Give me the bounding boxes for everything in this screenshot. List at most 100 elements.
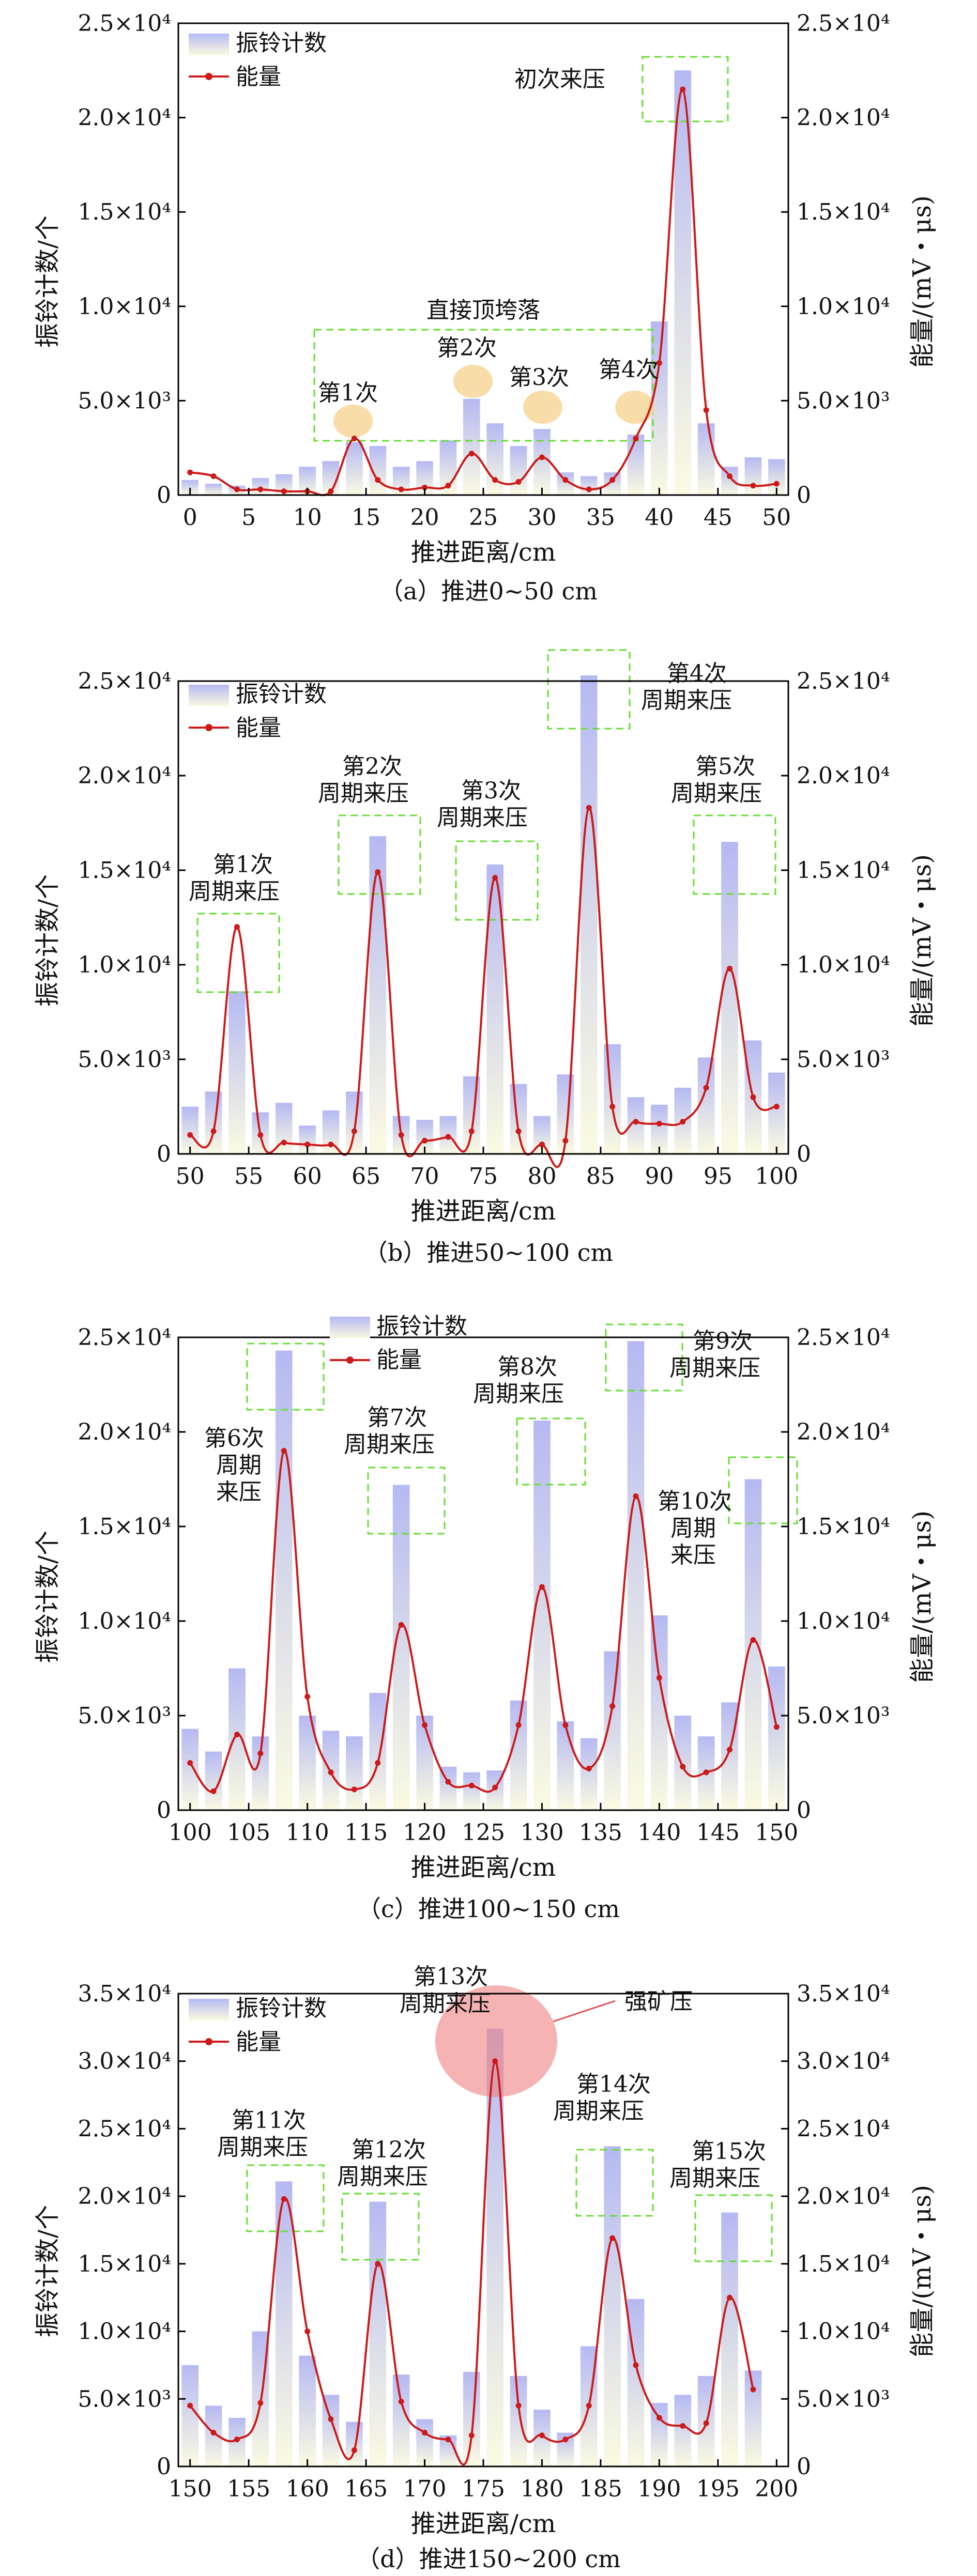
bar	[510, 1700, 527, 1810]
energy-point	[515, 2402, 522, 2409]
annot-box-d14	[575, 2149, 654, 2217]
energy-point	[328, 1142, 334, 1148]
y-axis-title-left: 振铃计数/个	[33, 1531, 62, 1663]
annot-c8-line2: 周期来压	[473, 1381, 564, 1407]
plot-frame	[177, 680, 789, 1155]
energy-point	[187, 469, 193, 475]
bar	[205, 484, 222, 495]
energy-point	[680, 1119, 686, 1125]
x-axis-title: 推进距离/cm	[411, 538, 556, 567]
energy-point	[727, 1747, 733, 1753]
annot-circle-13	[435, 1985, 557, 2097]
annot-a-1: 第1次	[318, 380, 378, 406]
x-tick-label: 0	[183, 504, 197, 531]
annot-box-b1	[196, 913, 280, 993]
legend-line-marker	[205, 73, 212, 80]
x-tick-label: 160	[286, 2476, 329, 2502]
energy-point	[633, 435, 639, 441]
energy-point	[539, 1142, 545, 1148]
energy-point	[281, 1448, 287, 1454]
axes-panel-a: 0 5 10 15 20 25 30 35 40 45 500 05.0×10³ 5.0×10³1.0×…	[78, 10, 890, 531]
y-tick-label-left: 2.0×10⁴	[78, 2183, 171, 2210]
energy-point	[422, 1722, 428, 1728]
annot-c8-line1: 第8次	[497, 1354, 557, 1380]
annot-b1: 第1次周期来压	[189, 852, 280, 905]
caption-panel-a: （a）推进0~50 cm	[379, 577, 598, 605]
energy-point	[773, 1724, 780, 1730]
legend-panel-a: 振铃计数 能量	[189, 30, 327, 90]
energy-point	[586, 486, 592, 492]
annot-c6: 第6次周期来压	[204, 1425, 264, 1505]
energy-point	[187, 2402, 193, 2409]
energy-line	[189, 1449, 778, 1793]
bar	[627, 1341, 645, 1810]
energy-point	[398, 2399, 404, 2405]
annot-c7: 第7次周期来压	[344, 1405, 435, 1458]
y-tick-label-left: 0	[157, 1141, 171, 1167]
energy-point	[703, 407, 709, 413]
x-tick-label: 135	[579, 1819, 622, 1846]
bar	[768, 1072, 785, 1154]
energy-point	[445, 483, 451, 489]
legend-line-marker	[205, 724, 212, 731]
y-tick-label-right: 2.5×10⁴	[797, 668, 890, 695]
annot-d13-line2: 周期来压	[400, 1991, 491, 2017]
bar	[346, 442, 363, 495]
energy-point	[281, 2196, 287, 2202]
annot-a-4: 第4次	[599, 357, 659, 383]
annot-ellipse-1	[333, 405, 373, 438]
energy-point	[609, 1703, 616, 1709]
annot-b4-line2: 周期来压	[641, 687, 732, 714]
bar	[275, 1350, 293, 1810]
energy-point	[633, 1493, 639, 1499]
annot-c6-line2: 周期	[216, 1452, 262, 1478]
bar	[533, 429, 551, 495]
annot-pointer-line	[553, 2000, 616, 2023]
energy-point	[750, 1094, 756, 1100]
bar	[369, 2201, 387, 2466]
y-tick-label-right: 2.0×10⁴	[797, 105, 890, 131]
y-tick-label-right: 1.0×10⁴	[797, 952, 890, 978]
bars-panel-b	[181, 675, 785, 1154]
energy-point	[234, 486, 240, 492]
energy-point	[375, 2261, 381, 2267]
x-tick-label: 195	[696, 2476, 740, 2502]
bar	[510, 2376, 527, 2466]
legend-bar-label: 振铃计数	[236, 30, 327, 56]
energy-point	[351, 435, 357, 441]
x-tick-label: 35	[586, 504, 615, 531]
bar	[768, 1666, 785, 1810]
y-tick-label-left: 1.0×10⁴	[78, 294, 171, 320]
annot-d13: 第13次周期来压	[400, 1964, 491, 2017]
legend-bar-swatch	[189, 1999, 229, 2020]
annot-d11: 第11次周期来压	[217, 2107, 308, 2161]
bar	[416, 1716, 433, 1810]
legend-line-marker	[346, 1356, 354, 1364]
legend-bar-label: 振铃计数	[236, 1995, 327, 2022]
bar	[744, 457, 762, 495]
x-tick-label: 15	[352, 504, 380, 531]
energy-point	[609, 477, 616, 483]
annot-c6-line1: 第6次	[204, 1425, 264, 1452]
energy-point	[656, 2415, 662, 2421]
energy-point	[234, 1732, 240, 1738]
energy-point	[234, 2436, 240, 2443]
x-tick-label: 175	[462, 2476, 505, 2502]
bars-panel-d	[181, 2028, 762, 2466]
x-axis-title: 推进距离/cm	[411, 2509, 556, 2538]
energy-point	[609, 2235, 616, 2241]
annot-a-2: 第2次	[437, 335, 497, 361]
y-tick-label-right: 2.0×10⁴	[797, 1419, 890, 1445]
annot-box-b2	[338, 814, 421, 895]
energy-point	[562, 2436, 569, 2443]
x-tick-label: 150	[169, 2476, 212, 2502]
energy-point	[328, 1769, 334, 1776]
x-tick-label: 10	[293, 504, 322, 531]
bar	[744, 1479, 762, 1810]
energy-point	[445, 1134, 451, 1140]
y-tick-label-right: 5.0×10³	[797, 388, 890, 414]
energy-point	[422, 1137, 428, 1144]
x-tick-label: 70	[410, 1163, 439, 1190]
y-tick-label-right: 2.0×10⁴	[797, 763, 890, 789]
annot-b2-line2: 周期来压	[318, 780, 409, 807]
